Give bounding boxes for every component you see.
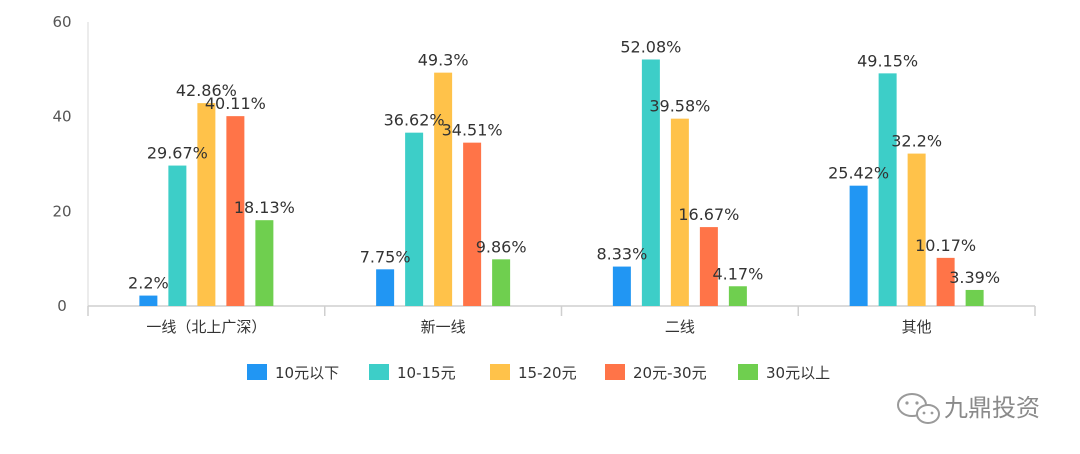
- data-label: 16.67%: [678, 205, 739, 224]
- bar: [728, 286, 747, 306]
- legend-swatch: [738, 364, 758, 380]
- y-tick-label: 20: [52, 202, 71, 220]
- bar: [255, 220, 274, 306]
- data-label: 2.2%: [128, 274, 169, 293]
- legend-label: 30元以上: [766, 364, 830, 382]
- watermark-text: 九鼎投资: [944, 394, 1040, 422]
- chart-legend: 10元以下 10-15元 15-20元 20元-30元 30元以上: [247, 364, 830, 382]
- bar: [878, 73, 897, 307]
- wechat-icon: [897, 393, 940, 424]
- bar: [376, 269, 395, 306]
- data-label: 18.13%: [234, 198, 295, 217]
- data-label: 49.3%: [418, 51, 469, 70]
- data-label: 32.2%: [891, 132, 942, 151]
- y-tick-label: 40: [52, 108, 71, 126]
- legend-label: 10元以下: [275, 364, 339, 382]
- legend-swatch: [490, 364, 510, 380]
- y-tick-label: 60: [52, 13, 71, 31]
- bar: [168, 165, 187, 306]
- data-label: 4.17%: [712, 264, 763, 283]
- bar: [907, 153, 926, 306]
- data-label: 36.62%: [384, 111, 445, 130]
- bar: [463, 142, 482, 306]
- bar: [492, 259, 511, 306]
- data-label: 3.39%: [949, 268, 1000, 287]
- data-label: 40.11%: [205, 94, 266, 113]
- data-label: 52.08%: [620, 37, 681, 56]
- chart-bars: [139, 59, 984, 307]
- watermark: 九鼎投资: [897, 393, 1040, 424]
- x-category-label: 一线（北上广深）: [146, 318, 266, 336]
- chart-axes: 0 20 40 60 一线（北上广深） 新一线 二线 其他: [52, 13, 1036, 336]
- bar: [226, 116, 245, 307]
- legend-swatch: [247, 364, 267, 380]
- data-label: 34.51%: [442, 121, 503, 140]
- data-label: 25.42%: [828, 164, 889, 183]
- bar: [670, 118, 689, 306]
- legend-swatch: [605, 364, 625, 380]
- bar: [434, 72, 453, 306]
- data-label: 9.86%: [476, 237, 527, 256]
- x-category-label: 二线: [665, 318, 695, 336]
- chart-data-labels: 2.2% 29.67% 42.86%40.11% 18.13% 7.75% 36.62% 4…: [128, 37, 1000, 292]
- bar: [197, 103, 216, 306]
- data-label: 39.58%: [649, 97, 710, 116]
- data-label: 7.75%: [360, 247, 411, 266]
- legend-label: 20元-30元: [633, 364, 707, 382]
- bar: [699, 227, 718, 306]
- bar: [139, 295, 158, 306]
- bar: [612, 266, 631, 306]
- legend-swatch: [369, 364, 389, 380]
- x-category-label: 其他: [902, 318, 932, 336]
- data-label: 49.15%: [857, 51, 918, 70]
- data-label: 29.67%: [147, 144, 208, 163]
- data-label: 10.17%: [915, 236, 976, 255]
- bar: [641, 59, 660, 306]
- bar: [936, 257, 955, 306]
- bar: [965, 289, 984, 306]
- y-tick-label: 0: [57, 297, 67, 315]
- data-label: 42.86%: [176, 81, 237, 100]
- data-label: 8.33%: [596, 245, 647, 264]
- x-category-label: 新一线: [421, 318, 466, 336]
- bar: [849, 185, 868, 306]
- legend-label: 10-15元: [397, 364, 456, 382]
- legend-label: 15-20元: [518, 364, 577, 382]
- bar: [405, 132, 424, 306]
